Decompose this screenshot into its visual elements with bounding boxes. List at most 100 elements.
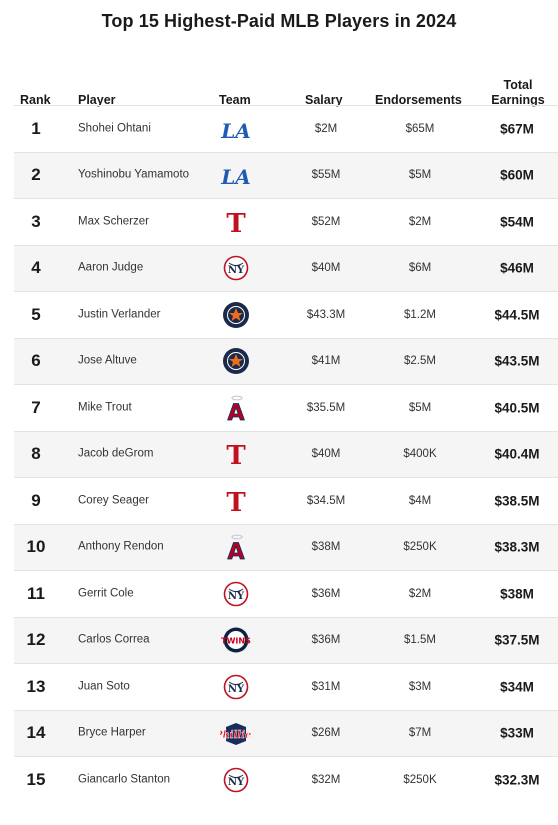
svg-text:NY: NY: [228, 265, 245, 276]
salary-cell: $31M: [311, 680, 341, 693]
rangers-logo-icon: T: [220, 438, 252, 470]
endorsements-cell: $1.5M: [404, 634, 436, 647]
svg-text:NY: NY: [228, 591, 245, 602]
angels-logo-icon: A: [220, 392, 252, 424]
astros-logo-icon: [220, 345, 252, 377]
endorsements-cell: $2M: [408, 215, 432, 228]
salary-cell: $36M: [311, 634, 341, 647]
rank-cell: 13: [26, 676, 46, 696]
player-cell: Juan Soto: [78, 680, 130, 693]
total-earnings-cell: $46M: [500, 260, 534, 276]
rank-cell: 7: [31, 397, 41, 417]
phillies-logo-icon: Phillies: [220, 717, 252, 749]
rank-cell: 9: [31, 490, 41, 510]
astros-logo-icon: [220, 299, 252, 331]
table-row: 10 Anthony Rendon $38M $250K $38.3M A: [14, 523, 558, 570]
player-cell: Max Scherzer: [78, 215, 149, 228]
header-rank: Rank: [20, 93, 51, 107]
endorsements-cell: $4M: [408, 494, 432, 507]
player-cell: Mike Trout: [78, 401, 132, 414]
svg-text:A: A: [227, 401, 244, 424]
yankees-logo-icon: NY: [220, 252, 252, 284]
endorsements-cell: $2.5M: [404, 355, 436, 368]
player-cell: Corey Seager: [78, 494, 149, 507]
rank-cell: 1: [31, 118, 41, 138]
table-row: 5 Justin Verlander $43.3M $1.2M $44.5M: [14, 291, 558, 338]
svg-text:T: T: [226, 209, 246, 238]
salary-cell: $35.5M: [306, 401, 346, 414]
rank-cell: 11: [27, 583, 45, 603]
rank-cell: 2: [31, 165, 41, 185]
rangers-logo-icon: T: [220, 485, 252, 517]
yankees-logo-icon: NY: [220, 764, 252, 796]
twins-logo-icon: TWINS: [220, 624, 252, 656]
endorsements-cell: $400K: [403, 448, 437, 461]
player-cell: Carlos Correa: [78, 633, 150, 646]
rank-cell: 12: [26, 630, 46, 650]
rank-cell: 3: [31, 211, 41, 231]
player-cell: Bryce Harper: [78, 726, 146, 739]
dodgers-logo-icon: LA: [220, 113, 252, 145]
total-earnings-cell: $43.5M: [494, 353, 540, 369]
svg-text:Phillies: Phillies: [220, 730, 252, 741]
player-cell: Giancarlo Stanton: [78, 773, 171, 786]
yankees-logo-icon: NY: [220, 671, 252, 703]
total-earnings-cell: $40.4M: [494, 446, 540, 462]
table-header: Rank Player Team Salary Endorsements Tot…: [0, 37, 558, 107]
chart-title: Top 15 Highest-Paid MLB Players in 2024: [101, 11, 457, 31]
rank-cell: 15: [26, 769, 46, 789]
total-earnings-cell: $38.5M: [494, 493, 540, 509]
svg-text:A: A: [227, 540, 244, 563]
table-row: 11 Gerrit Cole $36M $2M $38M NY: [14, 570, 558, 617]
svg-text:LA: LA: [220, 119, 251, 143]
rank-cell: 8: [31, 444, 41, 464]
total-earnings-cell: $38.3M: [494, 539, 540, 555]
salary-cell: $40M: [311, 448, 341, 461]
salary-cell: $55M: [311, 169, 341, 182]
rangers-logo-icon: T: [220, 206, 252, 238]
table-row: 12 Carlos Correa $36M $1.5M $37.5M TWINS: [14, 616, 558, 663]
player-cell: Shohei Ohtani: [78, 122, 151, 135]
dodgers-logo-icon: LA: [220, 159, 252, 191]
table-row: 1 Shohei Ohtani $2M $65M $67M LA: [14, 105, 558, 152]
endorsements-cell: $65M: [405, 122, 435, 135]
total-earnings-cell: $32.3M: [494, 772, 540, 788]
table-row: 9 Corey Seager $34.5M $4M $38.5M T: [14, 477, 558, 524]
svg-text:NY: NY: [228, 777, 245, 788]
endorsements-cell: $3M: [408, 680, 432, 693]
total-earnings-cell: $54M: [500, 214, 534, 230]
total-earnings-cell: $38M: [500, 586, 534, 602]
table-row: 8 Jacob deGrom $40M $400K $40.4M T: [14, 430, 558, 477]
svg-text:TWINS: TWINS: [221, 637, 251, 646]
player-cell: Gerrit Cole: [78, 587, 134, 600]
salary-cell: $43.3M: [306, 308, 346, 321]
table-row: 3 Max Scherzer $52M $2M $54M T: [14, 198, 558, 245]
salary-cell: $2M: [314, 122, 338, 135]
endorsements-cell: $250K: [403, 541, 437, 554]
total-earnings-cell: $37.5M: [494, 632, 540, 648]
table-row: 4 Aaron Judge $40M $6M $46M NY: [14, 244, 558, 291]
angels-logo-icon: A: [220, 531, 252, 563]
table-row: 7 Mike Trout $35.5M $5M $40.5M A: [14, 384, 558, 431]
svg-text:NY: NY: [228, 684, 245, 695]
salary-cell: $38M: [311, 541, 341, 554]
header-endorsements: Endorsements: [375, 93, 462, 107]
endorsements-cell: $250K: [403, 773, 437, 786]
player-cell: Justin Verlander: [78, 308, 161, 321]
table-row: 15 Giancarlo Stanton $32M $250K $32.3M NY: [14, 756, 558, 803]
salary-cell: $52M: [311, 215, 341, 228]
svg-text:LA: LA: [220, 165, 251, 189]
svg-text:T: T: [226, 488, 246, 517]
salary-cell: $36M: [311, 587, 341, 600]
player-cell: Anthony Rendon: [78, 540, 164, 553]
rank-cell: 5: [31, 304, 41, 324]
total-earnings-cell: $67M: [500, 121, 534, 137]
player-cell: Jacob deGrom: [78, 447, 154, 460]
total-earnings-cell: $34M: [500, 679, 534, 695]
endorsements-cell: $5M: [408, 169, 432, 182]
header-total-earnings: Total Earnings: [491, 78, 545, 107]
table-body: 1 Shohei Ohtani $2M $65M $67M LA 2 Yoshinobu Ya…: [14, 105, 558, 803]
endorsements-cell: $1.2M: [404, 308, 436, 321]
rank-cell: 14: [26, 723, 46, 743]
rank-cell: 6: [31, 351, 41, 371]
